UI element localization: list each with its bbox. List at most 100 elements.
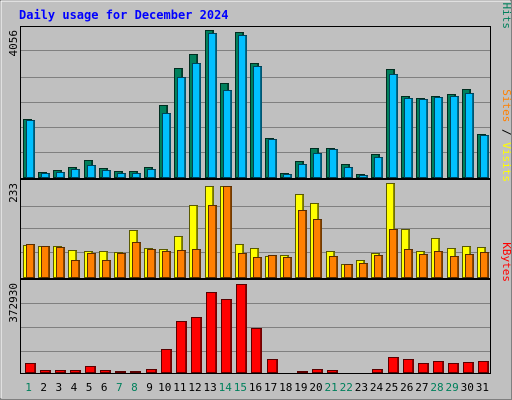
- x-tick-label: 9: [146, 381, 153, 394]
- bar-shadow: [34, 364, 36, 372]
- bar-shadow: [290, 258, 292, 277]
- x-tick-label: 25: [385, 381, 398, 394]
- x-tick-label: 30: [461, 381, 474, 394]
- bar-shadow: [170, 350, 172, 372]
- bar-shadow: [411, 99, 413, 177]
- bar-shadow: [78, 261, 80, 277]
- bar-shadow: [63, 173, 65, 177]
- bar-shadow: [79, 371, 81, 372]
- bar-shadow: [426, 100, 428, 177]
- x-tick-label: 20: [309, 381, 322, 394]
- bar-shadow: [275, 140, 277, 177]
- bar-shadow: [487, 362, 489, 372]
- bar-shadow: [487, 136, 489, 177]
- y-max-label: 233: [7, 183, 20, 203]
- bar-shadow: [230, 187, 232, 277]
- bar-kbytes-7: [115, 371, 126, 373]
- x-tick-label: 7: [116, 381, 123, 394]
- x-tick-label: 18: [279, 381, 292, 394]
- bar-shadow: [427, 364, 429, 372]
- x-tick-label: 31: [476, 381, 489, 394]
- bar-shadow: [260, 329, 262, 372]
- bar-shadow: [457, 97, 459, 177]
- bar-shadow: [230, 91, 232, 177]
- bar-shadow: [457, 364, 459, 372]
- bar-shadow: [396, 230, 398, 277]
- bar-shadow: [78, 170, 80, 177]
- bar-shadow: [230, 300, 232, 372]
- bar-shadow: [336, 257, 338, 277]
- legend-label: KBytes: [500, 242, 512, 282]
- x-tick-label: 27: [415, 381, 428, 394]
- bar-shadow: [196, 206, 198, 277]
- x-tick-label: 6: [101, 381, 108, 394]
- bar-shadow: [290, 175, 292, 177]
- bar-shadow: [64, 371, 66, 372]
- panel-1: 4056 Pages / Files / Hits: [7, 0, 512, 179]
- bar-shadow: [63, 248, 65, 277]
- legend-label: Sites / Visits: [500, 89, 512, 182]
- x-tick-label: 13: [203, 381, 216, 394]
- legend-separator: /: [500, 0, 512, 3]
- bar-shadow: [305, 211, 307, 277]
- chart-title: Daily usage for December 2024: [19, 8, 229, 22]
- bar-shadow: [351, 168, 353, 177]
- x-tick-label: 17: [264, 381, 277, 394]
- x-tick-label: 11: [173, 381, 186, 394]
- bar-shadow: [260, 258, 262, 277]
- bar-shadow: [200, 318, 202, 372]
- bar-shadow: [426, 255, 428, 277]
- bar-shadow: [321, 370, 323, 372]
- bar-shadow: [215, 34, 217, 177]
- x-tick-label: 21: [325, 381, 338, 394]
- bar-shadow: [381, 256, 383, 277]
- bar-shadow: [169, 252, 171, 277]
- bar-shadow: [276, 360, 278, 372]
- x-tick-label: 3: [56, 381, 63, 394]
- bar-shadow: [366, 264, 368, 277]
- bar-shadow: [109, 261, 111, 277]
- x-axis-labels: 1 2 3 4 5 6 7 8 9 10 11 12 13 14 15 16 17 18 19 20 21 22 23 24 2…: [25, 381, 489, 394]
- bar-shadow: [185, 322, 187, 372]
- x-tick-label: 23: [355, 381, 368, 394]
- bar-shadow: [442, 362, 444, 372]
- bar-shadow: [94, 367, 96, 372]
- bar-shadow: [397, 358, 399, 372]
- bar-shadow: [457, 257, 459, 277]
- bar-shadow: [336, 150, 338, 177]
- x-tick-label: 28: [430, 381, 443, 394]
- x-tick-label: 1: [25, 381, 32, 394]
- bar-shadow: [109, 371, 111, 372]
- bar-shadow: [215, 206, 217, 277]
- x-tick-label: 15: [234, 381, 247, 394]
- panels: 4056 Pages / Files / Hits 233 Sites / Visit…: [7, 0, 512, 374]
- bar-shadow: [109, 171, 111, 177]
- bar-shadow: [487, 253, 489, 277]
- x-tick-label: 16: [249, 381, 262, 394]
- x-tick-label: 8: [131, 381, 138, 394]
- x-tick-label: 29: [446, 381, 459, 394]
- bar-shadow: [33, 121, 35, 177]
- bar-shadow: [472, 255, 474, 277]
- x-tick-label: 22: [340, 381, 353, 394]
- bar-shadow: [260, 67, 262, 177]
- y-max-label: 4056: [7, 30, 20, 57]
- bar-shadow: [124, 254, 126, 277]
- bar-shadow: [199, 250, 201, 277]
- bar-shadow: [441, 98, 443, 177]
- bar-shadow: [351, 265, 353, 277]
- bar-kbytes-8: [130, 371, 141, 373]
- bar-shadow: [245, 254, 247, 277]
- legend-sites: Sites: [500, 89, 512, 122]
- bar-shadow: [139, 174, 141, 177]
- bar-shadow: [381, 370, 383, 372]
- bar-shadow: [94, 254, 96, 277]
- bar-shadow: [215, 293, 217, 372]
- legend-label: Pages / Files / Hits: [500, 0, 512, 29]
- bar-shadow: [33, 245, 35, 277]
- legend-hits: Hits: [500, 3, 512, 30]
- bar-shadow: [472, 94, 474, 177]
- bar-shadow: [184, 78, 186, 177]
